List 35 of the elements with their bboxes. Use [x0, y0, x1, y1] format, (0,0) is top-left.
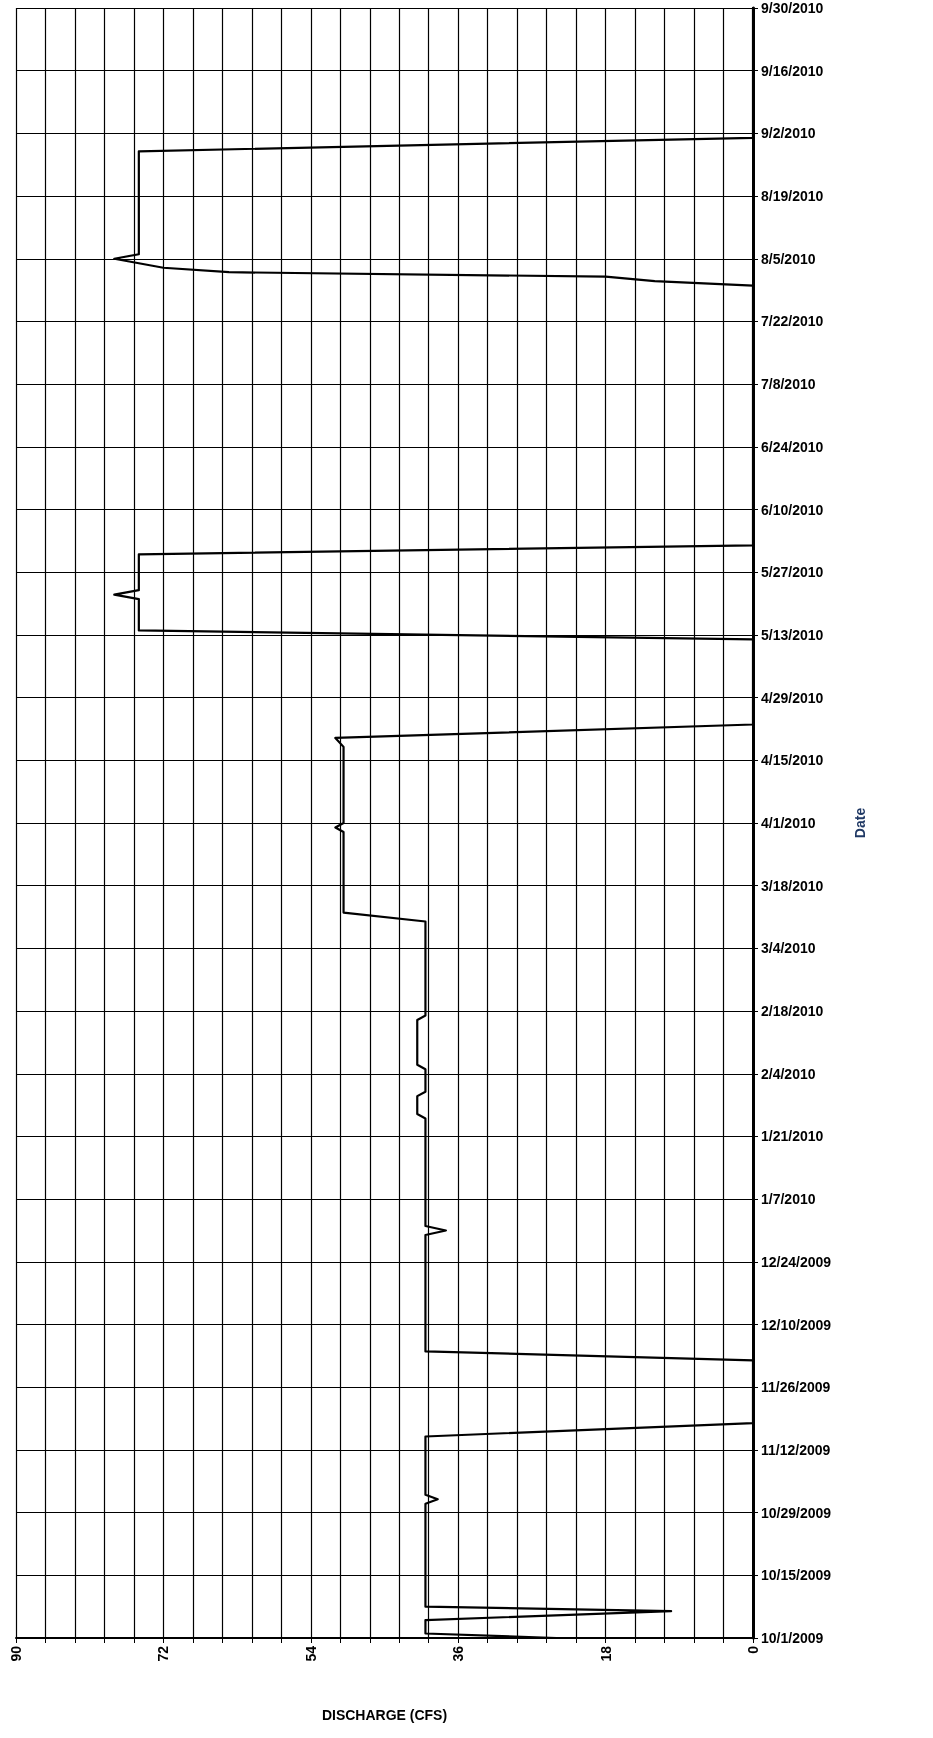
y-tick-label: 7/22/2010	[761, 313, 824, 330]
y-tick-label: 10/29/2009	[761, 1504, 832, 1521]
y-tick-label: 9/16/2010	[761, 62, 824, 79]
y-tick-label: 8/5/2010	[761, 250, 816, 267]
y-tick-label: 12/10/2009	[761, 1316, 832, 1333]
y-tick-label: 3/4/2010	[761, 940, 816, 957]
y-tick-label: 2/4/2010	[761, 1065, 816, 1082]
y-tick-label: 2/18/2010	[761, 1003, 824, 1020]
y-tick-label: 10/15/2009	[761, 1567, 832, 1584]
y-tick-label: 11/12/2009	[761, 1441, 831, 1458]
x-tick-label: 0	[745, 1645, 761, 1654]
x-tick-label: 90	[8, 1645, 24, 1662]
y-axis-title: Date	[852, 807, 868, 839]
y-tick-label: 4/15/2010	[761, 752, 824, 769]
y-tick-label: 5/27/2010	[761, 564, 824, 581]
y-tick-label: 5/13/2010	[761, 626, 824, 643]
y-tick-label: 10/1/2009	[761, 1630, 824, 1646]
y-tick-label: 11/26/2009	[761, 1379, 831, 1396]
y-tick-label: 6/10/2010	[761, 501, 824, 518]
y-tick-label: 9/2/2010	[761, 125, 816, 142]
x-tick-label: 36	[450, 1645, 467, 1662]
y-tick-label: 4/1/2010	[761, 815, 816, 831]
x-tick-label: 18	[597, 1645, 614, 1662]
x-tick-label: 72	[155, 1645, 172, 1662]
y-tick-label: 8/19/2010	[761, 188, 824, 205]
x-tick-label: 54	[302, 1645, 319, 1662]
y-tick-label: 3/18/2010	[761, 877, 824, 894]
y-tick-label: 9/30/2010	[761, 0, 824, 16]
x-axis-title: DISCHARGE (CFS)	[321, 1707, 448, 1723]
y-tick-label: 12/24/2009	[761, 1253, 832, 1270]
y-tick-label: 6/24/2010	[761, 438, 824, 455]
y-tick-label: 7/8/2010	[761, 376, 816, 393]
y-tick-label: 1/7/2010	[761, 1191, 816, 1208]
y-tick-label: 1/21/2010	[761, 1128, 824, 1145]
y-tick-label: 4/29/2010	[761, 689, 824, 706]
